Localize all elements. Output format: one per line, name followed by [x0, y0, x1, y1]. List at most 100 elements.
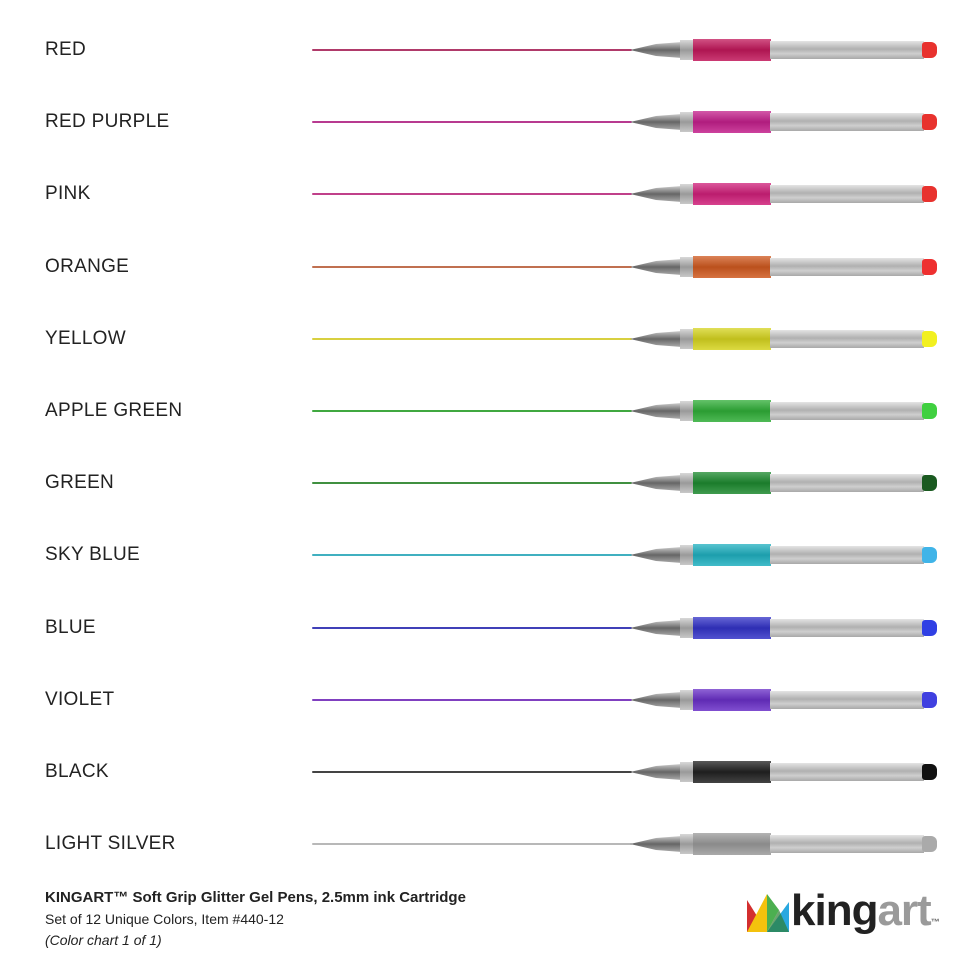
logo-art: art	[877, 886, 931, 935]
ink-swatch-line	[312, 49, 632, 51]
kingart-logo: kingart™	[745, 886, 945, 940]
pen-end-cap	[922, 619, 937, 636]
pen-collar	[680, 834, 694, 855]
product-title: KINGART™ Soft Grip Glitter Gel Pens, 2.5…	[45, 889, 466, 906]
color-name: ORANGE	[45, 255, 130, 277]
pen-grip	[693, 688, 771, 711]
pen-barrel	[770, 546, 924, 565]
pen-grip	[693, 472, 771, 495]
ink-swatch-line	[312, 626, 632, 629]
pen-collar	[680, 256, 694, 277]
pen-barrel	[770, 402, 924, 420]
crown-icon	[747, 894, 789, 932]
pen-collar	[680, 184, 694, 205]
color-name: SKY BLUE	[45, 544, 140, 566]
pen-end-cap	[922, 42, 937, 58]
color-row: RED PURPLE	[0, 86, 980, 158]
pen-end-cap	[922, 691, 937, 708]
ink-swatch-line	[312, 771, 632, 773]
pen-barrel	[770, 474, 924, 493]
color-row: GREEN	[0, 447, 980, 519]
color-row: PINK	[0, 158, 980, 230]
ink-swatch-line	[312, 843, 632, 846]
ink-swatch-line	[312, 265, 632, 268]
pen-grip	[693, 111, 771, 134]
color-row: APPLE GREEN	[0, 375, 980, 447]
pen-collar	[680, 401, 694, 421]
pen-grip	[693, 327, 771, 350]
ink-swatch-line	[312, 554, 632, 557]
pen-end-cap	[922, 764, 937, 780]
color-name: VIOLET	[45, 688, 115, 710]
pen-grip	[693, 833, 771, 856]
pen-end-cap	[922, 475, 937, 492]
pen-barrel	[770, 763, 924, 781]
chart-note: (Color chart 1 of 1)	[45, 932, 162, 948]
color-name: BLUE	[45, 616, 96, 638]
pen-collar	[680, 545, 694, 566]
pen-collar	[680, 617, 694, 638]
ink-swatch-line	[312, 410, 632, 412]
color-row: ORANGE	[0, 231, 980, 303]
pen-grip	[693, 616, 771, 639]
color-row: SKY BLUE	[0, 519, 980, 591]
color-row: RED	[0, 14, 980, 86]
pen-tip-icon	[630, 114, 682, 131]
color-row: BLUE	[0, 592, 980, 664]
logo-tm: ™	[930, 917, 940, 927]
pen-barrel	[770, 835, 924, 854]
pen-end-cap	[922, 186, 937, 203]
pen-barrel	[770, 113, 924, 132]
pen-tip-icon	[630, 186, 682, 203]
pen-tip-icon	[630, 258, 682, 275]
logo-king: king	[791, 886, 878, 935]
pen-grip	[693, 544, 771, 567]
pen-tip-icon	[630, 836, 682, 853]
pen-tip-icon	[630, 691, 682, 708]
pen-grip	[693, 400, 771, 422]
pen-end-cap	[922, 403, 937, 419]
pen-end-cap	[922, 258, 937, 275]
pen-barrel	[770, 690, 924, 709]
color-name: GREEN	[45, 472, 115, 494]
pen-barrel	[770, 41, 924, 59]
pen-barrel	[770, 618, 924, 637]
pen-tip-icon	[630, 475, 682, 492]
pen-barrel	[770, 185, 924, 204]
pen-collar	[680, 473, 694, 494]
color-name: BLACK	[45, 761, 109, 782]
pen-barrel	[770, 257, 924, 276]
color-name: RED	[45, 39, 87, 60]
pen-collar	[680, 689, 694, 710]
color-name: APPLE GREEN	[45, 400, 183, 421]
color-name: RED PURPLE	[45, 111, 170, 133]
pen-grip	[693, 183, 771, 206]
ink-swatch-line	[312, 337, 632, 340]
color-row: VIOLET	[0, 664, 980, 736]
pen-end-cap	[922, 547, 937, 564]
color-name: PINK	[45, 183, 91, 205]
ink-swatch-line	[312, 698, 632, 701]
pen-end-cap	[922, 836, 937, 853]
pen-tip-icon	[630, 42, 682, 58]
color-row: YELLOW	[0, 303, 980, 375]
pen-grip	[693, 761, 771, 783]
pen-end-cap	[922, 330, 937, 347]
pen-grip	[693, 255, 771, 278]
color-name: LIGHT SILVER	[45, 833, 176, 855]
pen-tip-icon	[630, 330, 682, 347]
pen-collar	[680, 328, 694, 349]
pen-tip-icon	[630, 403, 682, 419]
product-subtitle: Set of 12 Unique Colors, Item #440-12	[45, 911, 284, 927]
ink-swatch-line	[312, 482, 632, 485]
pen-tip-icon	[630, 764, 682, 780]
pen-collar	[680, 112, 694, 133]
pen-collar	[680, 762, 694, 782]
color-row: LIGHT SILVER	[0, 808, 980, 880]
pen-tip-icon	[630, 547, 682, 564]
pen-barrel	[770, 329, 924, 348]
pen-tip-icon	[630, 619, 682, 636]
pen-collar	[680, 40, 694, 60]
ink-swatch-line	[312, 193, 632, 196]
color-name: YELLOW	[45, 327, 126, 349]
